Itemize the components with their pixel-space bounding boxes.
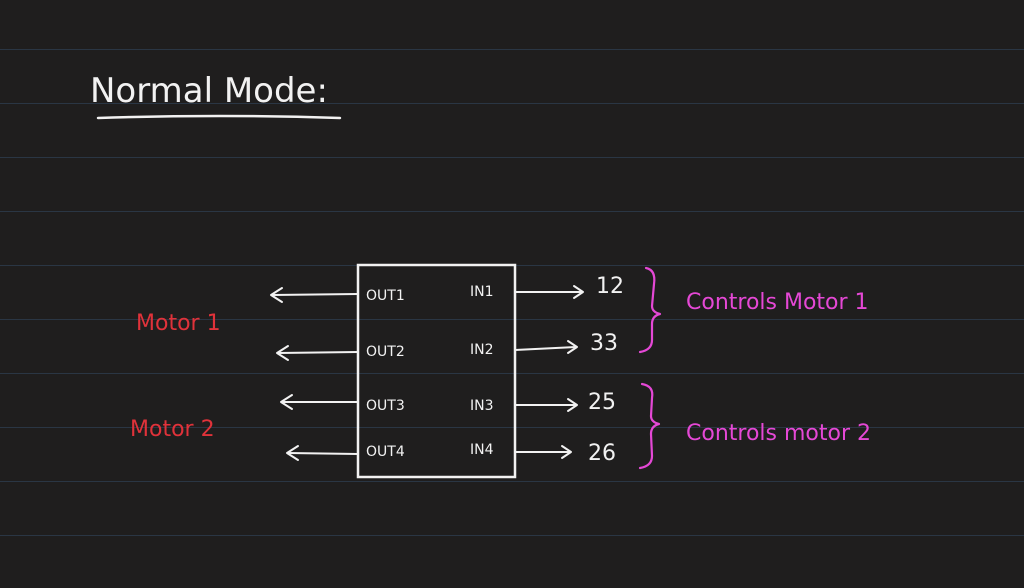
ruled-line (0, 157, 1024, 158)
output-arrowhead-3 (280, 394, 293, 410)
output-label-out3: OUT3 (366, 398, 405, 414)
ruled-line (0, 535, 1024, 536)
ruled-line (0, 373, 1024, 374)
input-label-in1: IN1 (470, 284, 494, 300)
output-arrowhead-1 (270, 287, 283, 303)
ruled-line (0, 481, 1024, 482)
brace-note-1: Controls Motor 1 (686, 290, 869, 315)
pin-number-4: 26 (588, 441, 616, 466)
driver-chip-box (356, 263, 517, 479)
output-arrow-1 (271, 293, 359, 296)
ruled-line (0, 103, 1024, 104)
input-arrowhead-4 (561, 445, 572, 459)
pin-number-2: 33 (590, 331, 618, 356)
output-arrowhead-4 (286, 445, 299, 461)
pin-number-1: 12 (596, 274, 624, 299)
ruled-line (0, 211, 1024, 212)
ruled-line (0, 319, 1024, 320)
pin-number-3: 25 (588, 390, 616, 415)
input-arrowhead-1 (573, 285, 584, 299)
brace-motor-1 (638, 266, 662, 354)
output-arrow-4 (287, 452, 359, 455)
motor-label-1: Motor 1 (136, 311, 221, 336)
input-arrowhead-2 (567, 340, 578, 354)
output-label-out4: OUT4 (366, 444, 405, 460)
output-arrowhead-2 (276, 345, 289, 361)
input-arrow-2 (514, 346, 577, 351)
ruled-line (0, 49, 1024, 50)
page-title: Normal Mode: (90, 71, 328, 111)
input-label-in4: IN4 (470, 442, 494, 458)
input-label-in3: IN3 (470, 398, 494, 414)
title-underline (96, 114, 342, 120)
output-label-out2: OUT2 (366, 344, 405, 360)
input-arrowhead-3 (567, 398, 578, 412)
brace-note-2: Controls motor 2 (686, 421, 871, 446)
input-label-in2: IN2 (470, 342, 494, 358)
output-label-out1: OUT1 (366, 288, 405, 304)
output-arrow-2 (277, 351, 359, 354)
ruled-line (0, 427, 1024, 428)
brace-motor-2 (638, 382, 661, 470)
motor-label-2: Motor 2 (130, 417, 215, 442)
